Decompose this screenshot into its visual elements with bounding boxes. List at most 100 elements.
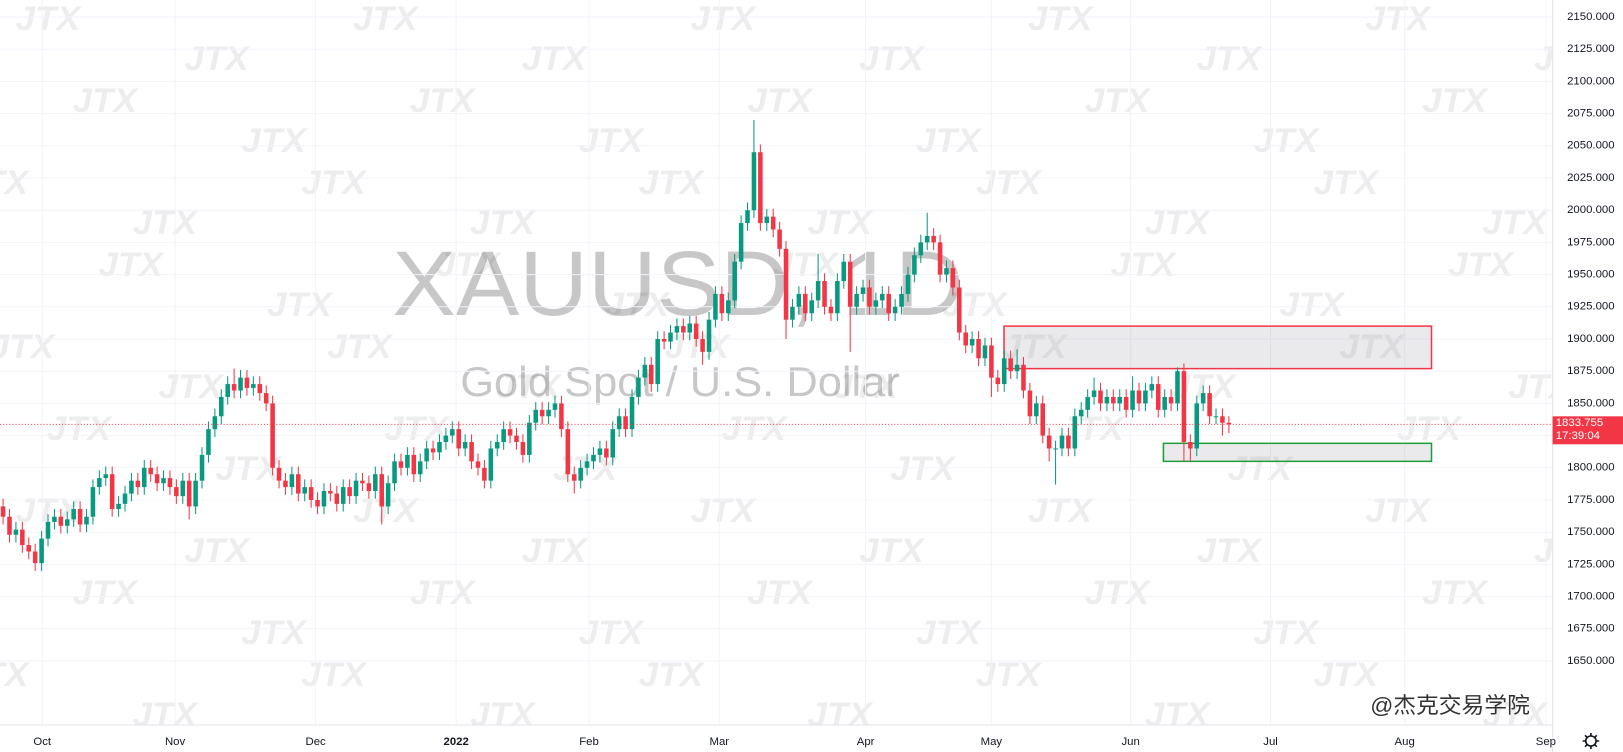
candle-body [1001, 358, 1007, 385]
candle-body [1072, 416, 1078, 449]
candle-body [469, 442, 474, 462]
candle-body [328, 490, 333, 494]
watermark: JTX [859, 41, 925, 78]
candle-body [886, 293, 891, 314]
candle-body [193, 480, 198, 507]
y-tick-label: 1700.000 [1567, 591, 1614, 603]
candle-body [302, 487, 307, 494]
watermark: JTX [0, 329, 56, 366]
candle-body [527, 422, 532, 455]
candle-body [629, 396, 635, 430]
candle-body [135, 480, 141, 488]
watermark: JTX [47, 411, 113, 448]
watermark: JTX [1028, 1, 1094, 38]
candle-body [892, 306, 898, 314]
y-tick-label: 2075.000 [1567, 108, 1614, 120]
candle-body [97, 478, 102, 488]
candle-body [668, 332, 673, 342]
candle-body [944, 268, 949, 275]
candle-body [725, 300, 731, 314]
candle-body [289, 474, 295, 488]
candle-body [424, 448, 429, 462]
candle-body [982, 345, 988, 359]
candle-body [475, 461, 481, 468]
watermark: JTX [1314, 165, 1380, 202]
candle-body [758, 152, 763, 224]
y-tick-label: 1925.000 [1567, 301, 1614, 313]
candle-body [385, 483, 391, 507]
candle-body [116, 503, 121, 510]
x-tick-label: May [981, 736, 1003, 748]
candle-body [604, 448, 609, 458]
y-tick-label: 1650.000 [1567, 655, 1614, 667]
gear-teeth[interactable] [1582, 733, 1600, 749]
candle-body [1008, 358, 1013, 372]
candle-body [770, 216, 776, 230]
candle-body [20, 529, 25, 546]
candle-body [1207, 393, 1212, 417]
watermark: JTX [916, 123, 982, 160]
candle-body [905, 274, 911, 294]
candle-body [276, 467, 282, 481]
candle-body [578, 467, 583, 481]
candle-body [520, 442, 526, 455]
watermark: JTX [241, 615, 307, 652]
watermark: JTX [410, 575, 476, 612]
settings-icon[interactable] [1582, 733, 1600, 749]
watermark: JTX [747, 575, 813, 612]
zone [1003, 325, 1433, 370]
watermark: JTX [72, 83, 138, 120]
candle-body [186, 480, 192, 507]
candle-body [1175, 371, 1180, 404]
candle-body [347, 487, 352, 497]
candle-body [437, 442, 442, 453]
candle-body [828, 306, 834, 314]
candle-body [873, 300, 879, 307]
watermark: JTX [1422, 575, 1488, 612]
candle-body [315, 499, 320, 507]
watermark: JTX [639, 657, 705, 694]
watermark: JTX [1228, 451, 1294, 488]
candle-body [45, 521, 51, 539]
time-axis-bg [0, 725, 1553, 752]
candle-body [257, 384, 263, 394]
candle-body [398, 461, 404, 468]
candle-body [405, 454, 410, 468]
candle-body [366, 483, 372, 491]
candle-body [283, 480, 288, 488]
candle-body [0, 506, 6, 517]
candle-body [443, 435, 449, 443]
y-tick-label: 1675.000 [1567, 623, 1614, 635]
x-tick-label: Sep [1536, 736, 1556, 748]
candle-body [1078, 409, 1084, 417]
candle-body [244, 377, 250, 388]
watermark: JTX [184, 41, 250, 78]
watermark: JTX [522, 533, 588, 570]
candle-body [713, 293, 718, 320]
candle-body [796, 293, 802, 307]
candle-body [148, 467, 153, 475]
candle-body [456, 429, 462, 449]
candle-body [1220, 416, 1225, 423]
symbol-subtitle: Gold Spot / U.S. Dollar [460, 359, 900, 406]
candle-body [969, 338, 975, 346]
candle-body [1098, 390, 1103, 404]
candle-body [1149, 384, 1155, 391]
candle-body [109, 474, 115, 510]
watermark: JTX [747, 83, 813, 120]
candle-body [1181, 371, 1187, 443]
candle-body [212, 416, 218, 430]
candle-body [482, 467, 487, 481]
countdown-label: 17:39:04 [1556, 430, 1600, 442]
candle-body [1014, 364, 1020, 372]
candle-body [860, 287, 866, 294]
candle-body [7, 516, 12, 535]
candle-body [1168, 396, 1174, 404]
y-tick-label: 2100.000 [1567, 75, 1614, 87]
candle-body [719, 293, 725, 314]
x-tick-label: 2022 [444, 736, 469, 748]
x-tick-label: Aug [1395, 736, 1415, 748]
candle-body [809, 300, 814, 314]
watermark: JTX [1279, 287, 1345, 324]
candle-body [360, 480, 365, 484]
